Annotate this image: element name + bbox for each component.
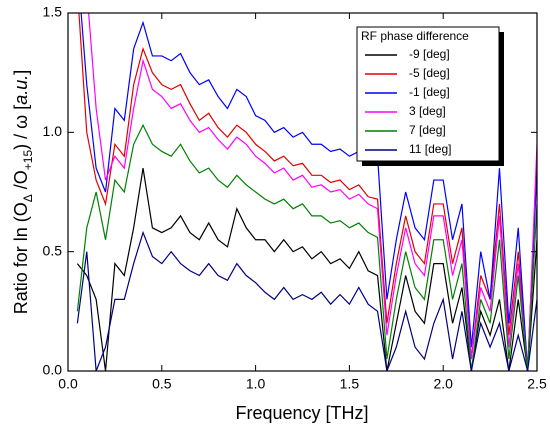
plot-frame (67, 12, 538, 372)
y-axis-label-part: +15 (21, 150, 35, 171)
legend-box (356, 26, 500, 162)
x-tick-label: 2.5 (527, 376, 547, 392)
y-axis-label-part: Δ (21, 194, 35, 202)
series-line (76, 230, 537, 371)
x-axis-label: Frequency [THz] (235, 403, 368, 423)
legend-label: 7 [deg] (409, 123, 446, 137)
series-line (80, 13, 537, 371)
legend-label: 3 [deg] (409, 104, 446, 118)
x-tick-label: 1.5 (340, 376, 360, 392)
series-line (76, 123, 537, 371)
legend-label: 11 [deg] (409, 142, 451, 156)
legend-label: -1 [deg] (409, 85, 450, 99)
series-line (76, 168, 537, 371)
x-tick-label: 0.5 (152, 376, 172, 392)
y-axis-label: Ratio for ln (OΔ /O+15) / ω [a.u.] (11, 70, 35, 315)
y-axis-label-part: ) / ω [ (11, 105, 31, 150)
legend-label: -9 [deg] (409, 47, 450, 61)
y-axis-label-part: /O (11, 170, 31, 194)
y-axis-label-part: Ratio for ln (O (11, 202, 31, 314)
x-tick-label: 1.0 (246, 376, 266, 392)
y-tick-label: 0.5 (43, 242, 63, 258)
series-line (88, 13, 537, 371)
x-tick-label: 2.0 (433, 376, 453, 392)
legend-title: RF phase difference (361, 29, 469, 43)
y-tick-label: 1.0 (43, 123, 63, 139)
y-axis-label-part: ] (11, 70, 31, 75)
series-line (78, 13, 537, 371)
y-tick-label: 1.5 (43, 4, 63, 20)
legend-label: -5 [deg] (409, 66, 450, 80)
y-axis-label-part: a.u. (11, 75, 31, 105)
y-tick-label: 0.0 (43, 362, 63, 378)
x-tick-label: 0.0 (58, 376, 78, 392)
